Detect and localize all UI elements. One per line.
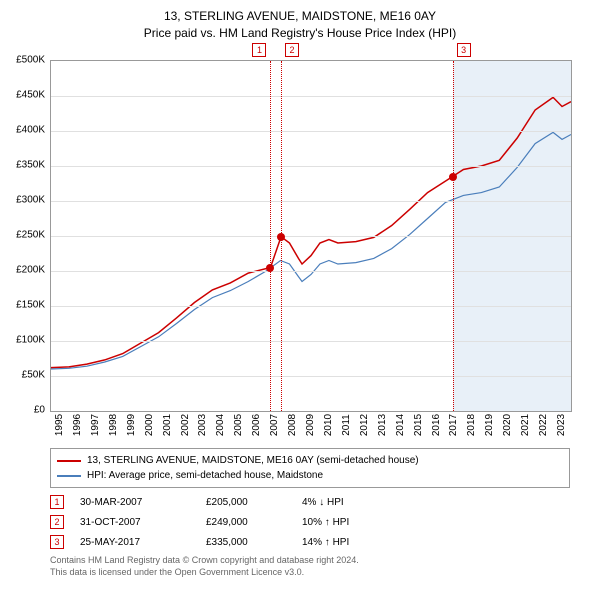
event-date: 31-OCT-2007 xyxy=(80,517,190,528)
x-axis-label: 1998 xyxy=(108,414,119,436)
x-axis-label: 2006 xyxy=(251,414,262,436)
x-axis-label: 2020 xyxy=(502,414,513,436)
x-axis-label: 2015 xyxy=(413,414,424,436)
y-axis-label: £500K xyxy=(5,55,45,66)
event-marker-box: 2 xyxy=(285,43,299,57)
gridline xyxy=(51,306,571,307)
x-axis-label: 2018 xyxy=(466,414,477,436)
x-axis-label: 2000 xyxy=(144,414,155,436)
x-axis-label: 2017 xyxy=(448,414,459,436)
x-axis-label: 2016 xyxy=(431,414,442,436)
x-axis-label: 2003 xyxy=(197,414,208,436)
x-axis-label: 2011 xyxy=(341,414,352,436)
y-axis-label: £300K xyxy=(5,195,45,206)
legend-box: 13, STERLING AVENUE, MAIDSTONE, ME16 0AY… xyxy=(50,448,570,488)
y-axis-label: £50K xyxy=(5,370,45,381)
footer-line-1: Contains HM Land Registry data © Crown c… xyxy=(50,555,359,567)
y-axis-label: £0 xyxy=(5,405,45,416)
legend-item: HPI: Average price, semi-detached house,… xyxy=(57,468,563,483)
event-marker-box: 1 xyxy=(252,43,266,57)
legend-swatch xyxy=(57,475,81,477)
legend-label: HPI: Average price, semi-detached house,… xyxy=(87,468,323,483)
y-axis-label: £150K xyxy=(5,300,45,311)
y-axis-label: £400K xyxy=(5,125,45,136)
event-date: 30-MAR-2007 xyxy=(80,497,190,508)
event-number-box: 2 xyxy=(50,515,64,529)
y-axis-label: £200K xyxy=(5,265,45,276)
x-axis-label: 2007 xyxy=(269,414,280,436)
footer-attribution: Contains HM Land Registry data © Crown c… xyxy=(50,555,359,578)
footer-line-2: This data is licensed under the Open Gov… xyxy=(50,567,359,579)
gridline xyxy=(51,341,571,342)
y-axis-label: £100K xyxy=(5,335,45,346)
event-number-box: 3 xyxy=(50,535,64,549)
gridline xyxy=(51,166,571,167)
y-axis-label: £350K xyxy=(5,160,45,171)
events-table-row: 1 30-MAR-2007 £205,000 4% ↓ HPI xyxy=(50,492,570,512)
x-axis-label: 1995 xyxy=(54,414,65,436)
event-date: 25-MAY-2017 xyxy=(80,537,190,548)
event-price: £335,000 xyxy=(206,537,286,548)
gridline xyxy=(51,96,571,97)
event-dot xyxy=(277,233,285,241)
gridline xyxy=(51,201,571,202)
events-table-row: 2 31-OCT-2007 £249,000 10% ↑ HPI xyxy=(50,512,570,532)
x-axis-label: 2005 xyxy=(233,414,244,436)
x-axis-label: 1999 xyxy=(126,414,137,436)
title-line-1: 13, STERLING AVENUE, MAIDSTONE, ME16 0AY xyxy=(0,8,600,25)
event-number-box: 1 xyxy=(50,495,64,509)
x-axis-label: 2009 xyxy=(305,414,316,436)
x-axis-label: 2014 xyxy=(395,414,406,436)
x-axis-label: 2022 xyxy=(538,414,549,436)
x-axis-label: 2010 xyxy=(323,414,334,436)
y-axis-label: £450K xyxy=(5,90,45,101)
gridline xyxy=(51,376,571,377)
event-price: £205,000 xyxy=(206,497,286,508)
events-table: 1 30-MAR-2007 £205,000 4% ↓ HPI 2 31-OCT-2007… xyxy=(50,492,570,552)
x-axis-label: 2013 xyxy=(377,414,388,436)
event-delta: 14% ↑ HPI xyxy=(302,537,392,548)
series-line xyxy=(51,97,571,367)
x-axis-label: 2019 xyxy=(484,414,495,436)
series-line xyxy=(51,132,571,369)
x-axis-label: 2001 xyxy=(162,414,173,436)
x-axis-label: 1996 xyxy=(72,414,83,436)
legend-swatch xyxy=(57,460,81,462)
x-axis-label: 2004 xyxy=(215,414,226,436)
event-line xyxy=(270,61,271,411)
gridline xyxy=(51,271,571,272)
x-axis-label: 1997 xyxy=(90,414,101,436)
x-axis-label: 2002 xyxy=(180,414,191,436)
y-axis-label: £250K xyxy=(5,230,45,241)
event-price: £249,000 xyxy=(206,517,286,528)
x-axis-label: 2012 xyxy=(359,414,370,436)
events-table-row: 3 25-MAY-2017 £335,000 14% ↑ HPI xyxy=(50,532,570,552)
gridline xyxy=(51,131,571,132)
event-dot xyxy=(449,173,457,181)
title-line-2: Price paid vs. HM Land Registry's House … xyxy=(0,25,600,42)
x-axis-label: 2021 xyxy=(520,414,531,436)
event-dot xyxy=(266,264,274,272)
event-marker-box: 3 xyxy=(457,43,471,57)
x-axis-label: 2023 xyxy=(556,414,567,436)
event-delta: 10% ↑ HPI xyxy=(302,517,392,528)
chart-title: 13, STERLING AVENUE, MAIDSTONE, ME16 0AY… xyxy=(0,0,600,42)
event-delta: 4% ↓ HPI xyxy=(302,497,392,508)
legend-item: 13, STERLING AVENUE, MAIDSTONE, ME16 0AY… xyxy=(57,453,563,468)
chart-container: 13, STERLING AVENUE, MAIDSTONE, ME16 0AY… xyxy=(0,0,600,590)
event-line xyxy=(453,61,454,411)
chart-plot-area: 123 xyxy=(50,60,572,412)
x-axis-label: 2008 xyxy=(287,414,298,436)
legend-label: 13, STERLING AVENUE, MAIDSTONE, ME16 0AY… xyxy=(87,453,419,468)
gridline xyxy=(51,236,571,237)
